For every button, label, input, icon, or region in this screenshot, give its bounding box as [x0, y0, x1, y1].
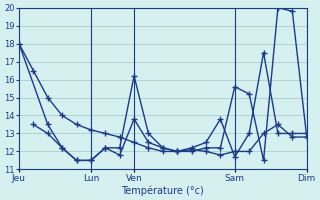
X-axis label: Température (°c): Température (°c) [122, 185, 204, 196]
